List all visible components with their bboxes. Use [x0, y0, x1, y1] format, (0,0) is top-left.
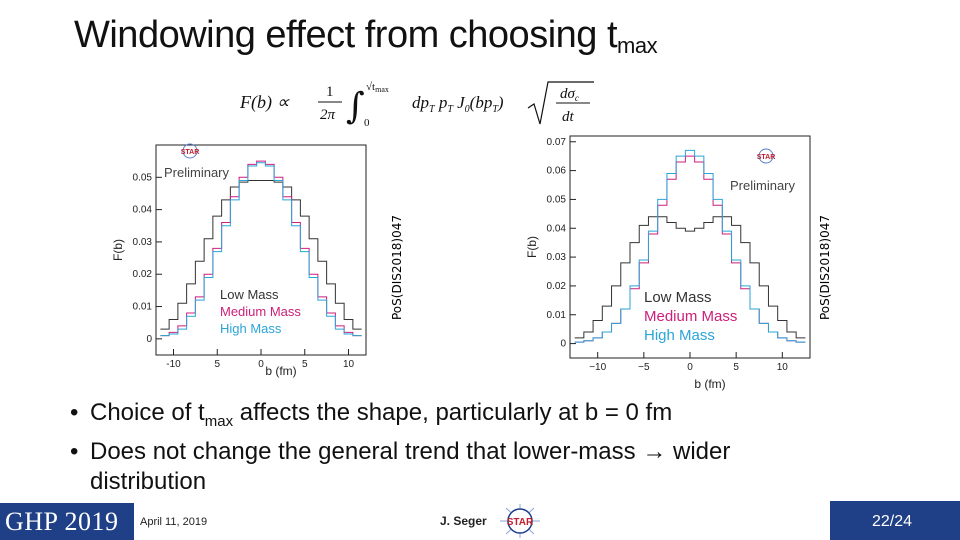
x-tick-label: 10 — [777, 362, 789, 373]
formula-int-lower: 0 — [364, 117, 370, 129]
x-axis-label: b (fm) — [265, 364, 296, 378]
star-mini-logo-ring — [758, 148, 774, 164]
footer-date: April 11, 2019 — [140, 516, 208, 528]
left-chart: 0 0.01 0.02 0.03 0.04 0.05 -10 5 0 5 10 b (fm) F(b) P… — [111, 143, 367, 378]
y-tick-label: 0.02 — [133, 269, 153, 280]
formula-frac-den: 2π — [320, 107, 336, 123]
series-line — [574, 216, 806, 339]
y-tick-label: 0.02 — [547, 281, 567, 292]
star-mini-logo-text: STAR — [181, 149, 200, 156]
x-tick-label: −5 — [638, 362, 650, 373]
y-tick-label: 0.05 — [133, 172, 153, 183]
left-plot-panel: 0 0.01 0.02 0.03 0.04 0.05 -10 5 0 5 10 b (fm) F(b) P… — [108, 135, 380, 385]
page-number: 22/24 — [872, 513, 913, 530]
star-mini-logo-icon: STAR — [757, 148, 776, 164]
x-tick-label: 5 — [302, 359, 308, 370]
formula-sqrt-num: dσc — [560, 86, 579, 103]
y-tick-label: 0.07 — [547, 137, 567, 148]
x-tick-label: 0 — [687, 362, 693, 373]
right-plot-panel: 0 0.01 0.02 0.03 0.04 0.05 0.06 0.07 −10 −5 0 5 10 b … — [520, 126, 820, 394]
x-tick-label: 10 — [343, 359, 355, 370]
series-line — [574, 149, 806, 343]
plot-frame — [569, 135, 811, 359]
plot-frame — [155, 144, 367, 356]
y-tick-label: 0.03 — [547, 252, 567, 263]
y-axis-label: F(b) — [525, 236, 539, 258]
series-line — [160, 162, 362, 337]
y-tick-label: 0 — [146, 334, 152, 345]
bullet-continuation: distribution — [90, 467, 207, 495]
star-mini-logo-text: STAR — [757, 154, 776, 161]
y-tick-label: 0.04 — [547, 223, 567, 234]
x-tick-label: 0 — [258, 359, 264, 370]
legend-entry: Low Mass — [644, 289, 712, 306]
svg-text:STAR: STAR — [507, 517, 534, 528]
right-chart: 0 0.01 0.02 0.03 0.04 0.05 0.06 0.07 −10 −5 0 5 10 b … — [525, 135, 811, 391]
bullet-item: Does not change the general trend that l… — [70, 437, 730, 467]
ghp-logo: GHP 2019 — [0, 503, 134, 540]
preliminary-label: Preliminary — [164, 165, 230, 180]
slide-title: Windowing effect from choosing tmax — [74, 14, 658, 59]
formula-lhs: F(b) ∝ — [240, 92, 290, 113]
formula: F(b) ∝ 1 2π ∫ √tmax 0 dpT pT J0(bpT) dσc… — [240, 81, 594, 129]
formula-frac-num: 1 — [326, 84, 334, 100]
formula-sqrt-den: dt — [562, 109, 575, 125]
formula-integrand: dpT pT J0(bpT) — [412, 93, 504, 115]
star-logo-icon: STAR — [500, 504, 540, 538]
x-tick-label: -10 — [166, 359, 181, 370]
x-tick-label: 5 — [733, 362, 739, 373]
y-tick-label: 0.01 — [133, 302, 153, 313]
slide-title-text: Windowing effect from choosing t — [74, 14, 618, 56]
legend-entry: Medium Mass — [644, 308, 737, 325]
legend-entry: Medium Mass — [220, 304, 301, 319]
star-mini-logo-icon: STAR — [181, 143, 200, 159]
legend-entry: Low Mass — [220, 287, 279, 302]
footer-speaker: J. Seger — [440, 514, 487, 528]
preliminary-label: Preliminary — [730, 178, 796, 193]
watermark-right: PoS(DIS2018)047 — [818, 215, 832, 320]
y-tick-label: 0.04 — [133, 205, 153, 216]
watermark-left: PoS(DIS2018)047 — [390, 215, 404, 320]
x-axis-label: b (fm) — [694, 377, 725, 391]
arrow-icon: → — [642, 437, 667, 465]
legend-entry: High Mass — [644, 327, 715, 344]
y-tick-label: 0.01 — [547, 310, 567, 321]
star-mini-logo-ring — [182, 143, 198, 159]
bullet-list: Choice of tmax affects the shape, partic… — [70, 398, 730, 497]
y-tick-label: 0.05 — [547, 194, 567, 205]
y-tick-label: 0 — [560, 339, 566, 350]
page-number-box: 22/24 — [830, 501, 960, 540]
formula-sqrt-sign — [527, 81, 594, 125]
series-line — [160, 180, 362, 330]
x-tick-label: −10 — [589, 362, 606, 373]
y-axis-label: F(b) — [111, 239, 125, 261]
x-tick-label: 5 — [214, 359, 220, 370]
formula-integral-sign: ∫ — [346, 86, 365, 127]
formula-int-upper: √tmax — [366, 81, 389, 94]
y-tick-label: 0.06 — [547, 166, 567, 177]
slide-title-subscript: max — [617, 33, 658, 58]
bullet-item: Choice of tmax affects the shape, partic… — [70, 398, 730, 437]
legend-entry: High Mass — [220, 321, 282, 336]
y-tick-label: 0.03 — [133, 237, 153, 248]
